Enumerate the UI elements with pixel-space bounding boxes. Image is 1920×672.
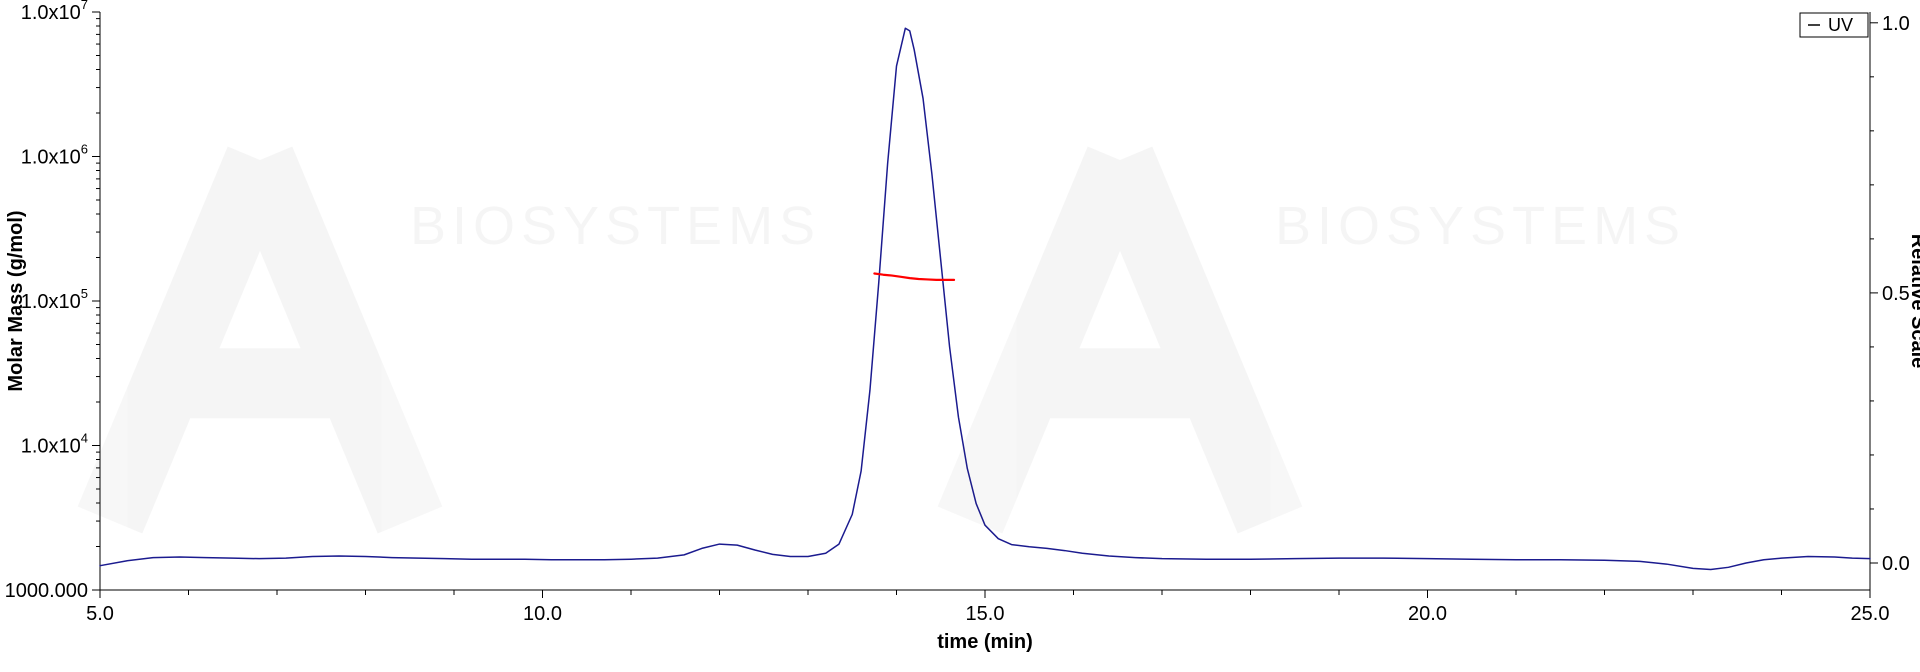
yl-tick-label: 1.0x104: [21, 431, 88, 458]
yl-tick-label: 1.0x107: [21, 0, 88, 24]
chart-svg: 5.0 10.0 15.0 20.0 25.0 time (min) 1000.000 1.0…: [0, 0, 1920, 672]
yl-tick-label: 1.0x105: [21, 286, 88, 313]
y-right-axis-label: Relative Scale: [1907, 234, 1920, 369]
x-tick-label: 10.0: [523, 603, 562, 625]
y-left-axis-label: Molar Mass (g/mol): [5, 210, 27, 391]
x-tick-label: 5.0: [86, 603, 114, 625]
yl-tick-label: 1.0x106: [21, 142, 88, 169]
yr-tick-label: 0.5: [1882, 283, 1910, 305]
watermark-logo: [938, 147, 1303, 534]
x-axis-label: time (min): [937, 631, 1033, 653]
yr-tick-label: 1.0: [1882, 13, 1910, 35]
x-tick-label: 25.0: [1851, 603, 1890, 625]
chromatogram-chart: 5.0 10.0 15.0 20.0 25.0 time (min) 1000.000 1.0…: [0, 0, 1920, 672]
yl-tick-label: 1000.000: [5, 580, 88, 602]
x-tick-label: 15.0: [966, 603, 1005, 625]
yr-tick-label: 0.0: [1882, 553, 1910, 575]
watermark-logo: [78, 147, 443, 534]
legend-label: UV: [1828, 15, 1853, 35]
x-tick-label: 20.0: [1408, 603, 1447, 625]
